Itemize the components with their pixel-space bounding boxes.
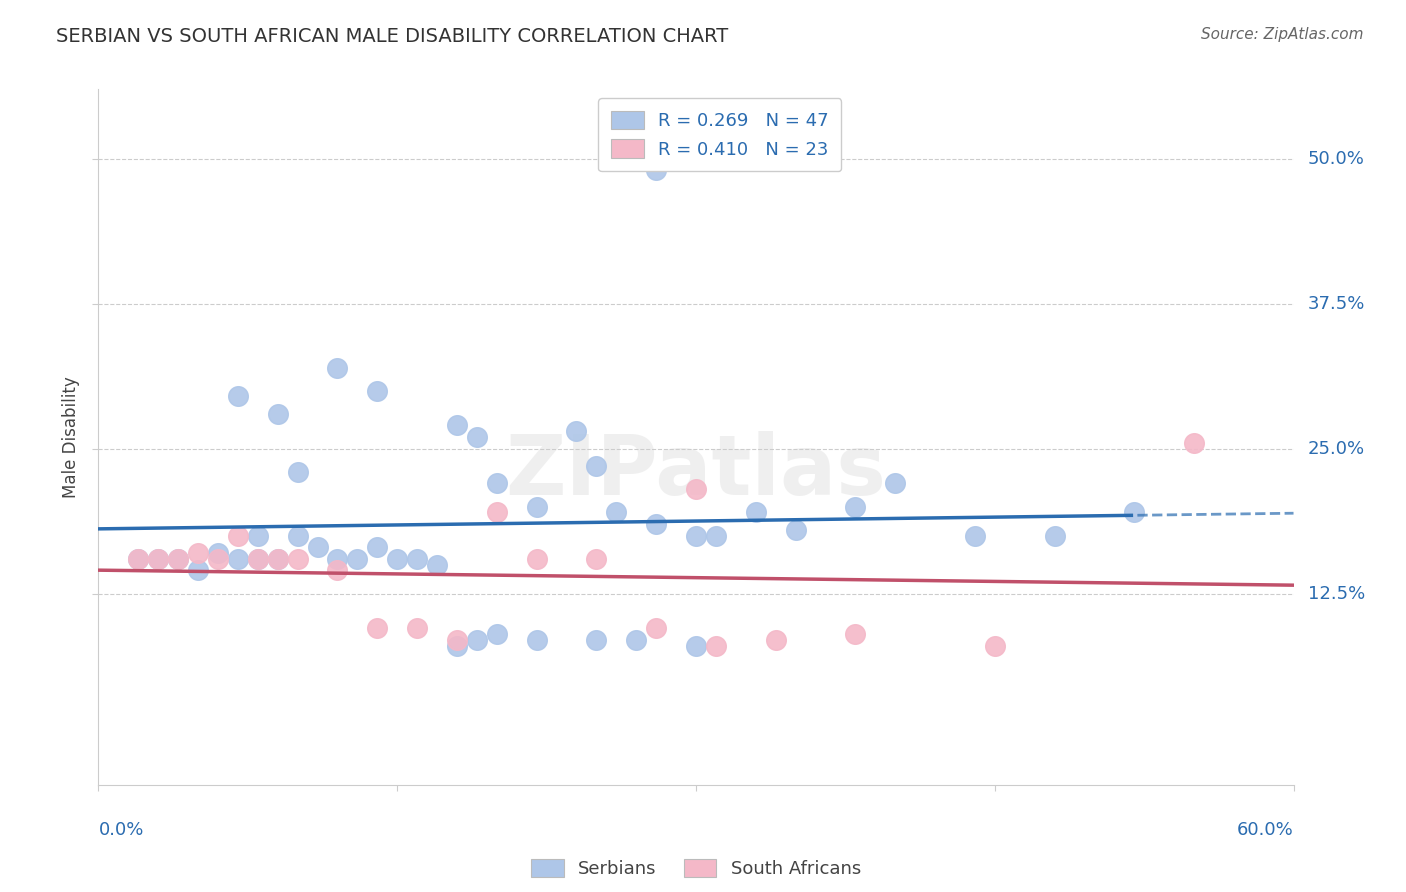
Point <box>983 639 1005 653</box>
Point <box>326 551 349 566</box>
Point <box>287 551 309 566</box>
Point <box>585 633 607 648</box>
Y-axis label: Male Disability: Male Disability <box>62 376 80 498</box>
Point <box>785 523 807 537</box>
Point <box>745 505 768 519</box>
Text: 0.0%: 0.0% <box>98 821 143 838</box>
Point <box>685 639 707 653</box>
Point <box>366 621 388 635</box>
Point <box>148 551 170 566</box>
Point <box>127 551 149 566</box>
Point <box>884 476 907 491</box>
Point <box>226 389 249 403</box>
Point <box>585 551 607 566</box>
Point <box>267 551 290 566</box>
Point <box>963 528 986 542</box>
Point <box>426 558 449 572</box>
Point <box>246 528 269 542</box>
Point <box>167 551 190 566</box>
Point <box>246 551 269 566</box>
Point <box>187 564 209 578</box>
Point <box>446 633 468 648</box>
Point <box>645 516 668 531</box>
Text: 12.5%: 12.5% <box>1308 584 1365 603</box>
Text: Source: ZipAtlas.com: Source: ZipAtlas.com <box>1201 27 1364 42</box>
Point <box>246 551 269 566</box>
Point <box>685 482 707 496</box>
Point <box>685 528 707 542</box>
Point <box>844 500 866 514</box>
Point <box>585 458 607 473</box>
Point <box>526 633 548 648</box>
Point <box>565 424 588 438</box>
Point <box>645 163 668 178</box>
Point <box>446 418 468 433</box>
Point <box>326 564 349 578</box>
Point <box>267 407 290 421</box>
Point <box>765 633 787 648</box>
Point <box>187 546 209 560</box>
Point <box>465 430 488 444</box>
Text: ZIPatlas: ZIPatlas <box>506 432 886 512</box>
Point <box>167 551 190 566</box>
Point <box>844 627 866 641</box>
Point <box>485 505 508 519</box>
Point <box>526 500 548 514</box>
Point <box>406 621 429 635</box>
Point <box>465 633 488 648</box>
Point <box>326 360 349 375</box>
Point <box>207 546 229 560</box>
Point <box>385 551 409 566</box>
Point <box>704 639 727 653</box>
Point <box>346 551 368 566</box>
Point <box>446 639 468 653</box>
Point <box>226 528 249 542</box>
Point <box>127 551 149 566</box>
Point <box>307 540 329 554</box>
Point <box>287 465 309 479</box>
Point <box>226 551 249 566</box>
Text: 25.0%: 25.0% <box>1308 440 1365 458</box>
Point <box>1123 505 1146 519</box>
Point <box>207 551 229 566</box>
Point <box>406 551 429 566</box>
Point <box>704 528 727 542</box>
Point <box>267 551 290 566</box>
Text: 37.5%: 37.5% <box>1308 294 1365 313</box>
Point <box>526 551 548 566</box>
Point <box>366 384 388 398</box>
Point <box>605 505 627 519</box>
Text: SERBIAN VS SOUTH AFRICAN MALE DISABILITY CORRELATION CHART: SERBIAN VS SOUTH AFRICAN MALE DISABILITY… <box>56 27 728 45</box>
Point <box>645 621 668 635</box>
Point <box>366 540 388 554</box>
Point <box>624 633 647 648</box>
Point <box>485 476 508 491</box>
Point <box>1043 528 1066 542</box>
Text: 50.0%: 50.0% <box>1308 150 1364 168</box>
Point <box>287 528 309 542</box>
Text: 60.0%: 60.0% <box>1237 821 1294 838</box>
Point <box>485 627 508 641</box>
Legend: Serbians, South Africans: Serbians, South Africans <box>522 850 870 888</box>
Point <box>148 551 170 566</box>
Point <box>1182 435 1205 450</box>
